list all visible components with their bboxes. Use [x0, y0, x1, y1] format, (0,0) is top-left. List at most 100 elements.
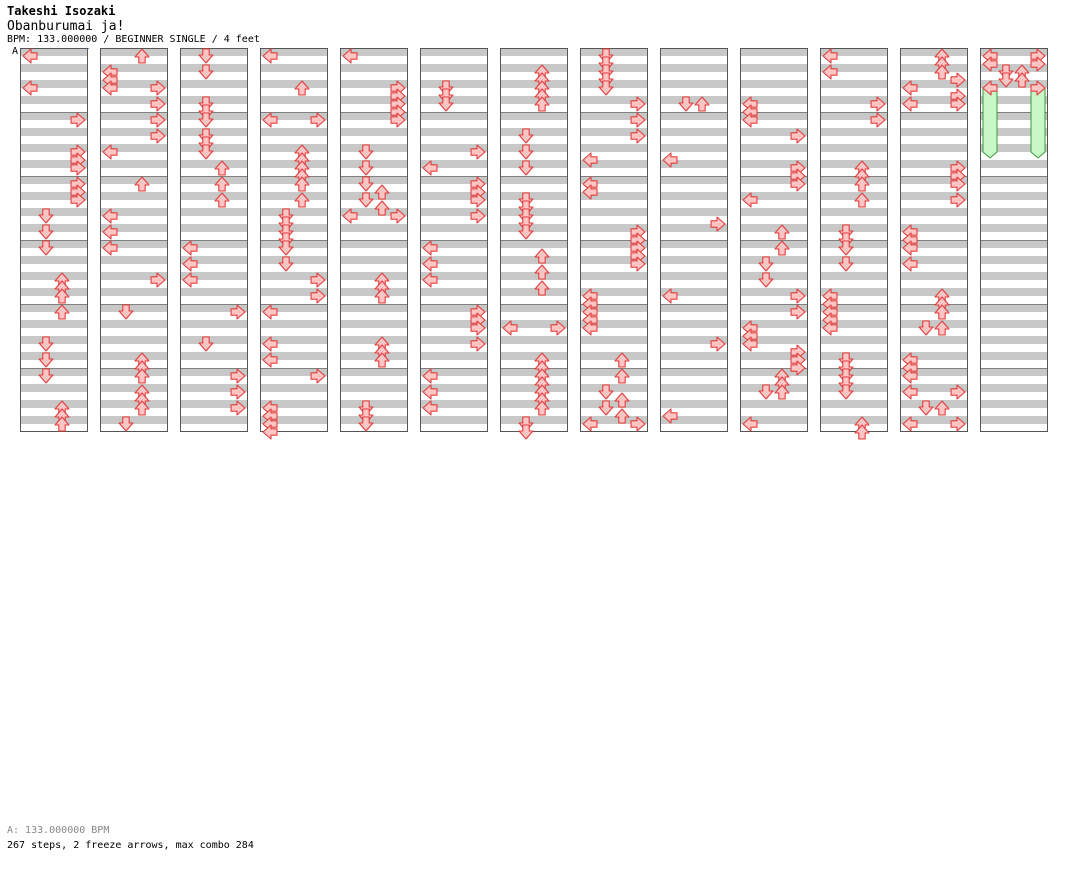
step-arrow-left: [822, 320, 838, 336]
step-arrow-left: [502, 320, 518, 336]
step-arrow-down: [358, 192, 374, 208]
beat-stripe: [660, 128, 728, 136]
beat-stripe: [500, 112, 568, 120]
step-arrow-up: [294, 192, 310, 208]
beat-stripe: [980, 208, 1048, 216]
beat-stripe: [820, 144, 888, 152]
column-border: [180, 48, 248, 432]
beat-stripe: [340, 272, 408, 280]
beat-stripe: [420, 192, 488, 200]
beat-stripe: [580, 48, 648, 56]
step-arrow-left: [902, 240, 918, 256]
beat-stripe: [180, 176, 248, 184]
column-border: [740, 48, 808, 432]
beat-stripe: [740, 192, 808, 200]
beat-stripe: [100, 400, 168, 408]
beat-stripe: [660, 336, 728, 344]
step-arrow-right: [150, 80, 166, 96]
beat-stripe: [20, 416, 88, 424]
step-arrow-left: [102, 72, 118, 88]
beat-stripe: [580, 368, 648, 376]
step-arrow-left: [822, 296, 838, 312]
beat-stripe: [740, 288, 808, 296]
beat-stripe: [260, 384, 328, 392]
beat-stripe: [100, 352, 168, 360]
beat-stripe: [20, 144, 88, 152]
beat-stripe: [100, 288, 168, 296]
beat-stripe: [100, 80, 168, 88]
step-arrow-right: [790, 304, 806, 320]
step-arrow-right: [230, 400, 246, 416]
beat-stripe: [260, 224, 328, 232]
step-arrow-right: [390, 112, 406, 128]
beat-stripe: [420, 352, 488, 360]
beat-stripe: [500, 80, 568, 88]
beat-stripe: [820, 192, 888, 200]
beat-stripe: [900, 256, 968, 264]
step-arrow-right: [310, 112, 326, 128]
step-arrow-left: [422, 368, 438, 384]
beat-stripe: [100, 304, 168, 312]
beat-stripe: [980, 192, 1048, 200]
beat-stripe: [180, 144, 248, 152]
beat-stripe: [420, 208, 488, 216]
beat-stripe: [20, 176, 88, 184]
chart-column: [820, 48, 888, 432]
beat-stripe: [740, 224, 808, 232]
beat-stripe: [980, 160, 1048, 168]
beat-stripe: [900, 352, 968, 360]
beat-stripe: [100, 272, 168, 280]
beat-stripe: [500, 288, 568, 296]
beat-stripe: [900, 304, 968, 312]
step-arrow-right: [390, 208, 406, 224]
step-arrow-left: [662, 288, 678, 304]
beat-stripe: [260, 80, 328, 88]
beat-stripe: [980, 224, 1048, 232]
beat-stripe: [500, 272, 568, 280]
step-arrow-right: [470, 320, 486, 336]
step-arrow-right: [630, 416, 646, 432]
beat-stripe: [580, 64, 648, 72]
step-arrow-right: [950, 192, 966, 208]
step-arrow-down: [518, 144, 534, 160]
beat-stripe: [100, 192, 168, 200]
beat-stripe: [340, 208, 408, 216]
step-arrow-down: [38, 224, 54, 240]
step-arrow-down: [518, 224, 534, 240]
step-arrow-up: [134, 48, 150, 64]
beat-stripe: [660, 160, 728, 168]
beat-stripe: [260, 400, 328, 408]
beat-stripe: [260, 112, 328, 120]
beat-stripe: [900, 416, 968, 424]
step-arrow-left: [582, 304, 598, 320]
step-arrow-down: [518, 424, 534, 440]
beat-stripe: [100, 256, 168, 264]
beat-stripe: [980, 80, 1048, 88]
step-arrow-down: [678, 96, 694, 112]
step-arrow-left: [22, 80, 38, 96]
beat-stripe: [820, 384, 888, 392]
step-arrow-up: [134, 368, 150, 384]
beat-stripe: [340, 288, 408, 296]
beat-stripe: [500, 352, 568, 360]
beat-stripe: [740, 416, 808, 424]
beat-stripe: [580, 144, 648, 152]
beat-stripe: [900, 176, 968, 184]
step-arrow-left: [582, 312, 598, 328]
beat-stripe: [180, 272, 248, 280]
beat-stripe: [420, 80, 488, 88]
step-arrow-left: [982, 48, 998, 64]
chart-column: [500, 48, 568, 432]
step-arrow-left: [342, 208, 358, 224]
beat-stripe: [340, 80, 408, 88]
step-arrow-left: [582, 416, 598, 432]
beat-stripe: [100, 112, 168, 120]
step-arrow-right: [950, 416, 966, 432]
beat-stripe: [260, 192, 328, 200]
step-arrow-right: [870, 96, 886, 112]
beat-stripe: [340, 384, 408, 392]
beat-stripe: [820, 80, 888, 88]
step-arrow-left: [742, 104, 758, 120]
beat-stripe: [100, 320, 168, 328]
chart-column: [420, 48, 488, 432]
